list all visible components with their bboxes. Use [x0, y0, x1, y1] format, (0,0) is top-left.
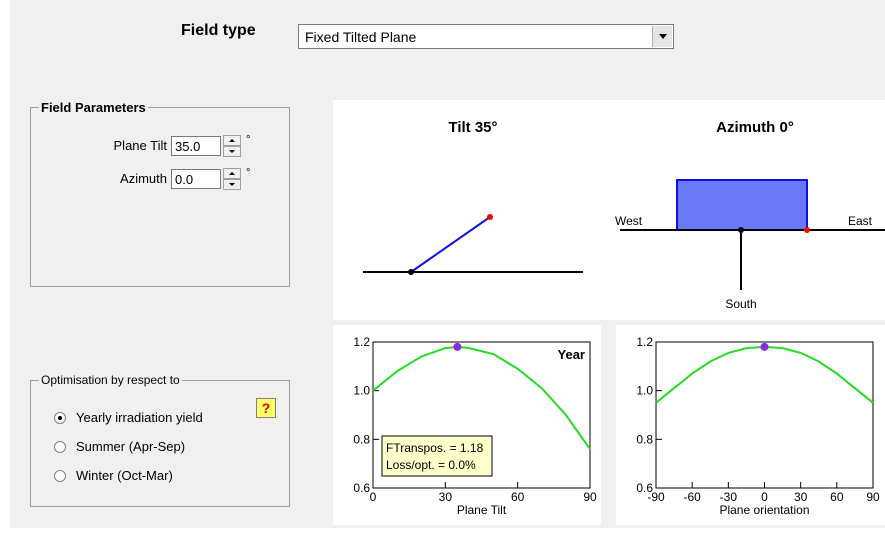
field-parameters-group: Field Parameters Plane Tilt ° Azimuth ° [30, 100, 290, 287]
spin-down-button[interactable] [223, 179, 241, 190]
x-tick-label: 30 [439, 490, 453, 504]
y-tick-label: 0.6 [636, 481, 653, 495]
arrow-up-icon [229, 172, 235, 175]
spin-up-button[interactable] [223, 168, 241, 179]
x-tick-label: -90 [647, 490, 665, 504]
optimum-marker [760, 342, 769, 351]
series-line [372, 345, 591, 450]
arrow-down-icon [229, 150, 235, 153]
spin-up-button[interactable] [223, 135, 241, 146]
radio-winter[interactable]: Winter (Oct-Mar) [54, 468, 173, 483]
arrow-down-icon [229, 183, 235, 186]
y-tick-label: 1.2 [353, 335, 370, 349]
y-tick-label: 1.2 [636, 335, 653, 349]
plane-tilt-input[interactable] [171, 136, 221, 156]
field-parameters-title: Field Parameters [39, 100, 148, 115]
field-type-dropdown[interactable]: Fixed Tilted Plane [298, 24, 674, 49]
question-icon: ? [261, 400, 271, 416]
field-type-selected: Fixed Tilted Plane [305, 29, 417, 45]
azimuth-input[interactable] [171, 169, 221, 189]
tilt-plane-line [410, 216, 491, 273]
y-tick-label: 1.0 [353, 384, 370, 398]
y-tick-label: 0.8 [636, 432, 653, 446]
dropdown-button[interactable] [652, 26, 672, 47]
x-tick-label: 60 [511, 490, 525, 504]
orientation-diagrams: Tilt 35° Azimuth 0° West East South [363, 119, 885, 311]
azimuth-center-point [738, 227, 744, 233]
azimuth-plane-rect [676, 179, 808, 231]
period-annotation: Year [558, 347, 585, 362]
orientation-chart-area: 0.6 0.8 1.0 1.2 -90 -60 -30 0 30 60 90 Plane orient… [616, 325, 885, 525]
east-label: East [848, 214, 873, 228]
radio-summer[interactable]: Summer (Apr-Sep) [54, 439, 185, 454]
optimisation-group: Optimisation by respect to [30, 373, 290, 507]
radio-button[interactable] [54, 469, 66, 482]
tilt-title: Tilt 35° [448, 119, 497, 136]
azimuth-spinner[interactable] [223, 168, 241, 190]
x-tick-label: 30 [794, 490, 808, 504]
tilt-chart: 0.6 0.8 1.0 1.2 0 30 60 90 Plane Tilt Year FTransp… [353, 335, 597, 517]
plane-tilt-spinner[interactable] [223, 135, 241, 157]
x-axis-label: Plane Tilt [457, 503, 507, 517]
x-tick-label: 60 [830, 490, 844, 504]
radio-label: Yearly irradiation yield [76, 410, 203, 425]
optimum-marker [453, 342, 462, 351]
x-tick-label: 90 [866, 490, 880, 504]
x-tick-label: 0 [370, 490, 377, 504]
info-line: FTranspos. = 1.18 [386, 441, 484, 455]
spin-down-button[interactable] [223, 146, 241, 157]
y-tick-label: 0.6 [353, 481, 370, 495]
radio-button[interactable] [54, 411, 66, 424]
south-label: South [725, 297, 756, 311]
field-type-label: Field type [181, 22, 256, 39]
tilt-pivot-point [408, 269, 414, 275]
y-tick-label: 1.0 [636, 384, 653, 398]
tilt-chart-area: 0.6 0.8 1.0 1.2 0 30 60 90 Plane Tilt Year FTransp… [333, 325, 601, 525]
azimuth-title: Azimuth 0° [716, 119, 794, 136]
radio-button[interactable] [54, 440, 66, 453]
x-tick-label: 0 [761, 490, 768, 504]
y-tick-label: 0.8 [353, 432, 370, 446]
radio-label: Winter (Oct-Mar) [76, 468, 173, 483]
plot-frame [655, 341, 874, 489]
radio-label: Summer (Apr-Sep) [76, 439, 186, 454]
azimuth-label: Azimuth [120, 171, 167, 186]
x-axis-label: Plane orientation [719, 503, 809, 517]
radio-yearly[interactable]: Yearly irradiation yield [54, 410, 203, 425]
x-tick-label: 90 [583, 490, 597, 504]
azimuth-unit: ° [246, 167, 251, 179]
optimisation-title: Optimisation by respect to [39, 373, 182, 387]
orientation-chart: 0.6 0.8 1.0 1.2 -90 -60 -30 0 30 60 90 Plane orient… [636, 335, 880, 517]
tilt-end-point [487, 214, 493, 220]
plane-tilt-unit: ° [246, 134, 251, 146]
azimuth-end-point [804, 227, 810, 233]
info-box [381, 435, 493, 477]
west-label: West [615, 214, 643, 228]
arrow-up-icon [229, 139, 235, 142]
orientation-diagram-area: Tilt 35° Azimuth 0° West East South [333, 100, 885, 320]
x-tick-label: -30 [720, 490, 738, 504]
plane-tilt-label: Plane Tilt [113, 138, 167, 153]
help-button[interactable]: ? [256, 398, 276, 418]
x-tick-label: -60 [683, 490, 701, 504]
chevron-down-icon [658, 34, 667, 39]
info-line: Loss/opt. = 0.0% [386, 458, 476, 472]
